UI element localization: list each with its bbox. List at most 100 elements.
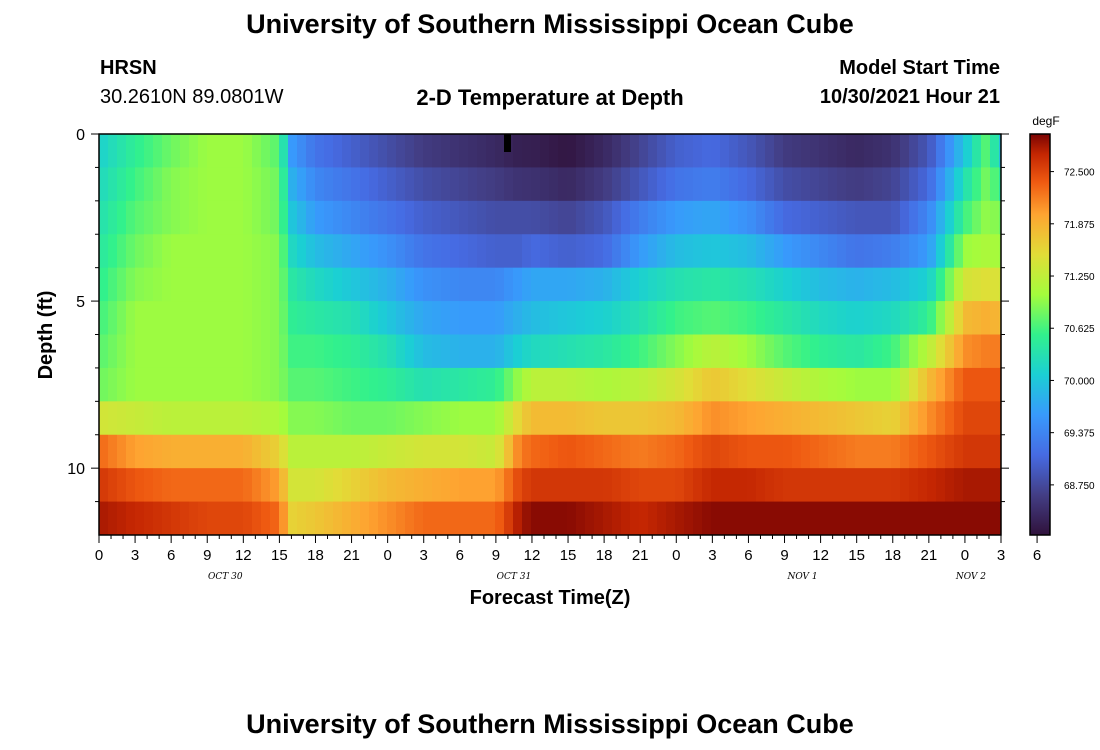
heatmap-cell [99,267,109,302]
heatmap-cell [477,501,487,535]
heatmap-cell [225,367,235,402]
heatmap-cell [819,267,829,302]
heatmap-cell [252,200,262,235]
heatmap-cell [747,134,757,169]
heatmap-cell [396,301,406,336]
heatmap-cell [351,501,361,535]
heatmap-cell [126,501,136,535]
heatmap-cell [333,501,343,535]
heatmap-cell [225,334,235,369]
heatmap-cell [828,134,838,169]
heatmap-cell [648,267,658,302]
heatmap-cell [558,167,568,202]
heatmap-cell [108,267,118,302]
heatmap-cell [144,301,154,336]
heatmap-cell [531,167,541,202]
heatmap-cell [333,334,343,369]
heatmap-cell [351,301,361,336]
heatmap-cell [810,401,820,436]
heatmap-cell [369,334,379,369]
heatmap-cell [522,134,532,169]
heatmap-cell [909,434,919,469]
heatmap-cell [288,234,298,269]
heatmap-cell [990,367,1000,402]
heatmap-cell [630,468,640,503]
heatmap-cell [585,334,595,369]
heatmap-cell [99,334,109,369]
heatmap-cell [504,301,514,336]
heatmap-cell [738,401,748,436]
heatmap-cell [297,334,307,369]
heatmap-cell [738,167,748,202]
heatmap-cell [846,200,856,235]
heatmap-cell [288,501,298,535]
heatmap-cell [927,267,937,302]
heatmap-cell [252,501,262,535]
heatmap-cell [981,401,991,436]
heatmap-cell [729,434,739,469]
heatmap-cell [369,434,379,469]
heatmap-cell [396,200,406,235]
heatmap-cell [657,301,667,336]
heatmap-cell [738,134,748,169]
heatmap-cell [918,367,928,402]
heatmap-cell [180,401,190,436]
heatmap-cell [576,134,586,169]
heatmap-cell [207,301,217,336]
heatmap-cell [711,401,721,436]
heatmap-cell [855,200,865,235]
heatmap-cell [819,234,829,269]
heatmap-cell [567,367,577,402]
heatmap-cell [630,401,640,436]
heatmap-cell [270,267,280,302]
heatmap-cell [486,501,496,535]
heatmap-cell [585,234,595,269]
heatmap-cell [612,434,622,469]
heatmap-cell [126,167,136,202]
heatmap-cell [540,501,550,535]
heatmap-cell [144,401,154,436]
heatmap-cell [801,434,811,469]
heatmap-cell [468,434,478,469]
heatmap-cell [720,367,730,402]
heatmap-cell [621,401,631,436]
heatmap-cell [477,167,487,202]
heatmap-cell [441,134,451,169]
heatmap-cell [297,167,307,202]
heatmap-cell [756,468,766,503]
heatmap-cell [972,434,982,469]
heatmap-cell [441,167,451,202]
heatmap-cell [774,334,784,369]
heatmap-cell [999,367,1001,402]
heatmap-cell [891,334,901,369]
heatmap-cell [954,468,964,503]
heatmap-cell [360,401,370,436]
heatmap-cell [495,267,505,302]
heatmap-cell [711,434,721,469]
heatmap-cell [126,367,136,402]
heatmap-cell [405,234,415,269]
heatmap-cell [360,267,370,302]
heatmap-cell [315,167,325,202]
heatmap-cell [153,200,163,235]
heatmap-cell [990,434,1000,469]
heatmap-cell [576,367,586,402]
heatmap-cell [918,167,928,202]
heatmap-cell [441,367,451,402]
heatmap-cell [504,200,514,235]
heatmap-cell [531,301,541,336]
heatmap-cell [873,234,883,269]
heatmap-cell [675,434,685,469]
heatmap-cell [738,501,748,535]
heatmap-cell [144,501,154,535]
heatmap-cell [117,200,127,235]
heatmap-cell [567,200,577,235]
x-tick-label: 18 [307,547,324,564]
heatmap-cell [369,401,379,436]
heatmap-cell [666,434,676,469]
heatmap-cell [180,167,190,202]
heatmap-cell [486,167,496,202]
heatmap-cell [963,167,973,202]
heatmap-cell [828,367,838,402]
